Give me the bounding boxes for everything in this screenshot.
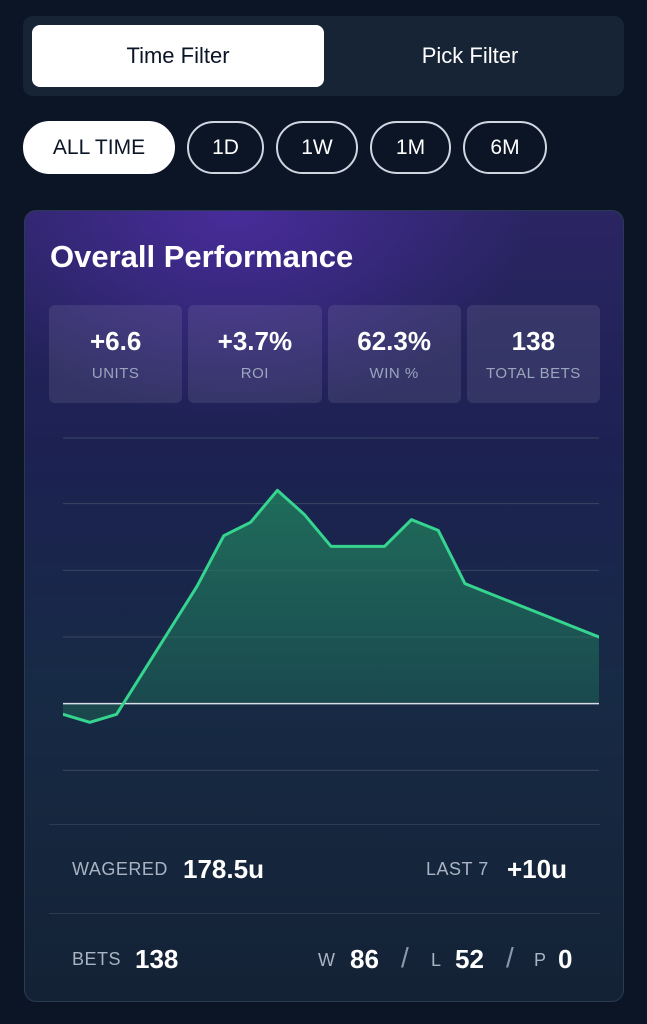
roi-label: ROI [240, 365, 269, 382]
pushes-value: 0 [558, 944, 573, 974]
last7-value: +10u [507, 854, 567, 884]
bets-label: BETS [72, 949, 122, 969]
units-stat: +6.6 UNITS [49, 305, 183, 403]
time-filter-tab[interactable]: Time Filter [32, 25, 324, 87]
pushes-label: P [534, 950, 547, 970]
separator-slash: / [401, 942, 409, 973]
units-label: UNITS [91, 365, 140, 382]
range-1d-chip[interactable]: 1D [187, 121, 264, 174]
win-pct-value: 62.3% [357, 326, 431, 356]
wins-label: W [318, 950, 336, 970]
total-bets-stat: 138 TOTAL BETS [466, 305, 600, 403]
stats-row: +6.6 UNITS +3.7% ROI 62.3% WIN % 138 TOT… [49, 305, 600, 403]
range-1m-chip[interactable]: 1M [370, 121, 451, 174]
filter-segmented-control: Time Filter Pick Filter [23, 16, 624, 96]
roi-value: +3.7% [217, 326, 293, 356]
losses-value: 52 [455, 944, 484, 974]
chart-area-fill [63, 490, 599, 723]
range-all-time-chip[interactable]: ALL TIME [23, 121, 175, 174]
chart-series-line [63, 488, 599, 724]
units-value: +6.6 [89, 326, 142, 356]
pick-filter-tab[interactable]: Pick Filter [421, 43, 519, 68]
wagered-value: 178.5u [183, 854, 264, 884]
roi-stat: +3.7% ROI [188, 305, 322, 403]
footer-divider-bottom [49, 913, 600, 914]
separator-slash: / [506, 942, 514, 973]
card-title: Overall Performance [50, 239, 354, 274]
bets-value: 138 [135, 944, 179, 974]
wins-value: 86 [350, 944, 379, 974]
footer-divider-top [49, 824, 600, 825]
total-bets-value: 138 [511, 326, 556, 356]
wagered-label: WAGERED [72, 859, 168, 879]
win-pct-label: WIN % [369, 365, 419, 382]
losses-label: L [431, 950, 442, 970]
range-6m-chip[interactable]: 6M [463, 121, 547, 174]
win-pct-stat: 62.3% WIN % [327, 305, 461, 403]
total-bets-label: TOTAL BETS [486, 365, 581, 382]
performance-card: Overall Performance +6.6 UNITS +3.7% ROI… [24, 210, 624, 1002]
performance-chart [63, 437, 599, 771]
range-1w-chip[interactable]: 1W [276, 121, 358, 174]
last7-label: LAST 7 [426, 859, 489, 879]
